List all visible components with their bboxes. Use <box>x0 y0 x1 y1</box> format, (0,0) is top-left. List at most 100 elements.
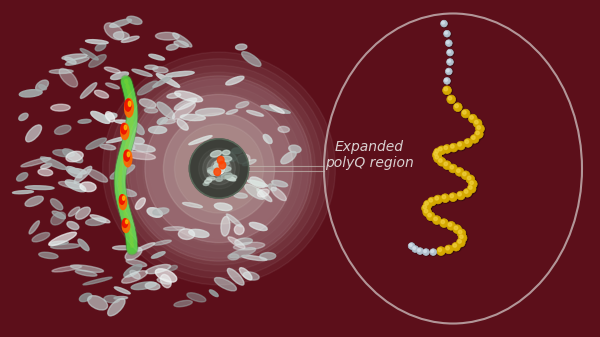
Ellipse shape <box>447 95 455 104</box>
Ellipse shape <box>445 68 452 75</box>
Ellipse shape <box>175 124 263 213</box>
Ellipse shape <box>423 205 427 209</box>
Ellipse shape <box>457 239 466 248</box>
Ellipse shape <box>121 36 139 42</box>
Ellipse shape <box>257 189 272 202</box>
Ellipse shape <box>430 249 437 256</box>
Ellipse shape <box>463 172 466 176</box>
Ellipse shape <box>461 110 471 119</box>
Ellipse shape <box>168 265 178 271</box>
Ellipse shape <box>457 142 466 151</box>
Ellipse shape <box>437 158 447 167</box>
Ellipse shape <box>189 135 212 145</box>
Ellipse shape <box>448 223 452 226</box>
Ellipse shape <box>53 150 74 157</box>
Ellipse shape <box>464 139 472 147</box>
Ellipse shape <box>32 233 50 242</box>
Ellipse shape <box>110 19 131 27</box>
Ellipse shape <box>458 234 467 242</box>
Ellipse shape <box>226 76 244 85</box>
Ellipse shape <box>189 229 209 237</box>
Ellipse shape <box>52 266 82 272</box>
Ellipse shape <box>208 167 218 173</box>
Ellipse shape <box>166 71 194 76</box>
Ellipse shape <box>237 154 250 164</box>
Ellipse shape <box>250 222 267 231</box>
Ellipse shape <box>52 211 65 219</box>
Ellipse shape <box>412 246 419 253</box>
Ellipse shape <box>114 297 128 299</box>
Ellipse shape <box>106 83 119 89</box>
Ellipse shape <box>428 213 431 217</box>
Ellipse shape <box>25 186 54 190</box>
Ellipse shape <box>424 201 433 210</box>
Ellipse shape <box>469 186 472 189</box>
Ellipse shape <box>467 176 471 180</box>
Ellipse shape <box>153 76 172 87</box>
Ellipse shape <box>133 123 144 134</box>
Ellipse shape <box>124 151 155 160</box>
Ellipse shape <box>439 159 442 162</box>
Ellipse shape <box>86 40 108 44</box>
Ellipse shape <box>157 118 167 124</box>
Ellipse shape <box>464 139 473 148</box>
Ellipse shape <box>466 175 475 184</box>
Ellipse shape <box>242 52 261 66</box>
Ellipse shape <box>475 130 484 139</box>
Ellipse shape <box>86 138 106 149</box>
Ellipse shape <box>51 244 80 249</box>
Ellipse shape <box>449 143 458 152</box>
Ellipse shape <box>125 247 142 260</box>
Ellipse shape <box>447 95 457 104</box>
Ellipse shape <box>122 271 148 283</box>
Ellipse shape <box>49 232 76 246</box>
Ellipse shape <box>113 246 133 250</box>
Ellipse shape <box>444 78 451 85</box>
Ellipse shape <box>160 274 171 288</box>
Ellipse shape <box>136 243 155 251</box>
Ellipse shape <box>444 146 448 150</box>
Ellipse shape <box>216 178 222 181</box>
Ellipse shape <box>475 130 483 139</box>
Ellipse shape <box>458 230 462 234</box>
Ellipse shape <box>90 215 110 223</box>
Ellipse shape <box>106 136 131 143</box>
Ellipse shape <box>217 156 224 164</box>
Ellipse shape <box>247 180 268 187</box>
Ellipse shape <box>212 168 220 174</box>
Ellipse shape <box>445 245 453 254</box>
Ellipse shape <box>211 160 227 177</box>
Ellipse shape <box>450 194 454 198</box>
Ellipse shape <box>445 40 452 47</box>
Ellipse shape <box>455 104 458 108</box>
Ellipse shape <box>454 103 463 112</box>
Ellipse shape <box>214 203 232 211</box>
Ellipse shape <box>243 272 259 280</box>
Ellipse shape <box>469 180 478 189</box>
Ellipse shape <box>157 102 175 119</box>
Ellipse shape <box>210 166 229 176</box>
Ellipse shape <box>239 268 252 280</box>
Ellipse shape <box>457 238 465 247</box>
Ellipse shape <box>422 204 430 213</box>
Ellipse shape <box>242 255 267 261</box>
Ellipse shape <box>65 57 89 65</box>
Ellipse shape <box>250 177 265 188</box>
Ellipse shape <box>463 188 472 197</box>
Ellipse shape <box>208 170 215 174</box>
Ellipse shape <box>182 203 202 208</box>
Ellipse shape <box>25 196 43 207</box>
Ellipse shape <box>51 104 70 111</box>
Ellipse shape <box>166 44 178 50</box>
Ellipse shape <box>424 209 428 213</box>
Ellipse shape <box>173 33 192 47</box>
Ellipse shape <box>457 169 460 173</box>
Ellipse shape <box>130 144 155 152</box>
Ellipse shape <box>443 145 452 154</box>
Ellipse shape <box>409 243 416 250</box>
Ellipse shape <box>38 169 53 176</box>
Ellipse shape <box>441 194 451 203</box>
Ellipse shape <box>461 171 470 180</box>
Ellipse shape <box>214 168 221 176</box>
Ellipse shape <box>149 126 167 133</box>
